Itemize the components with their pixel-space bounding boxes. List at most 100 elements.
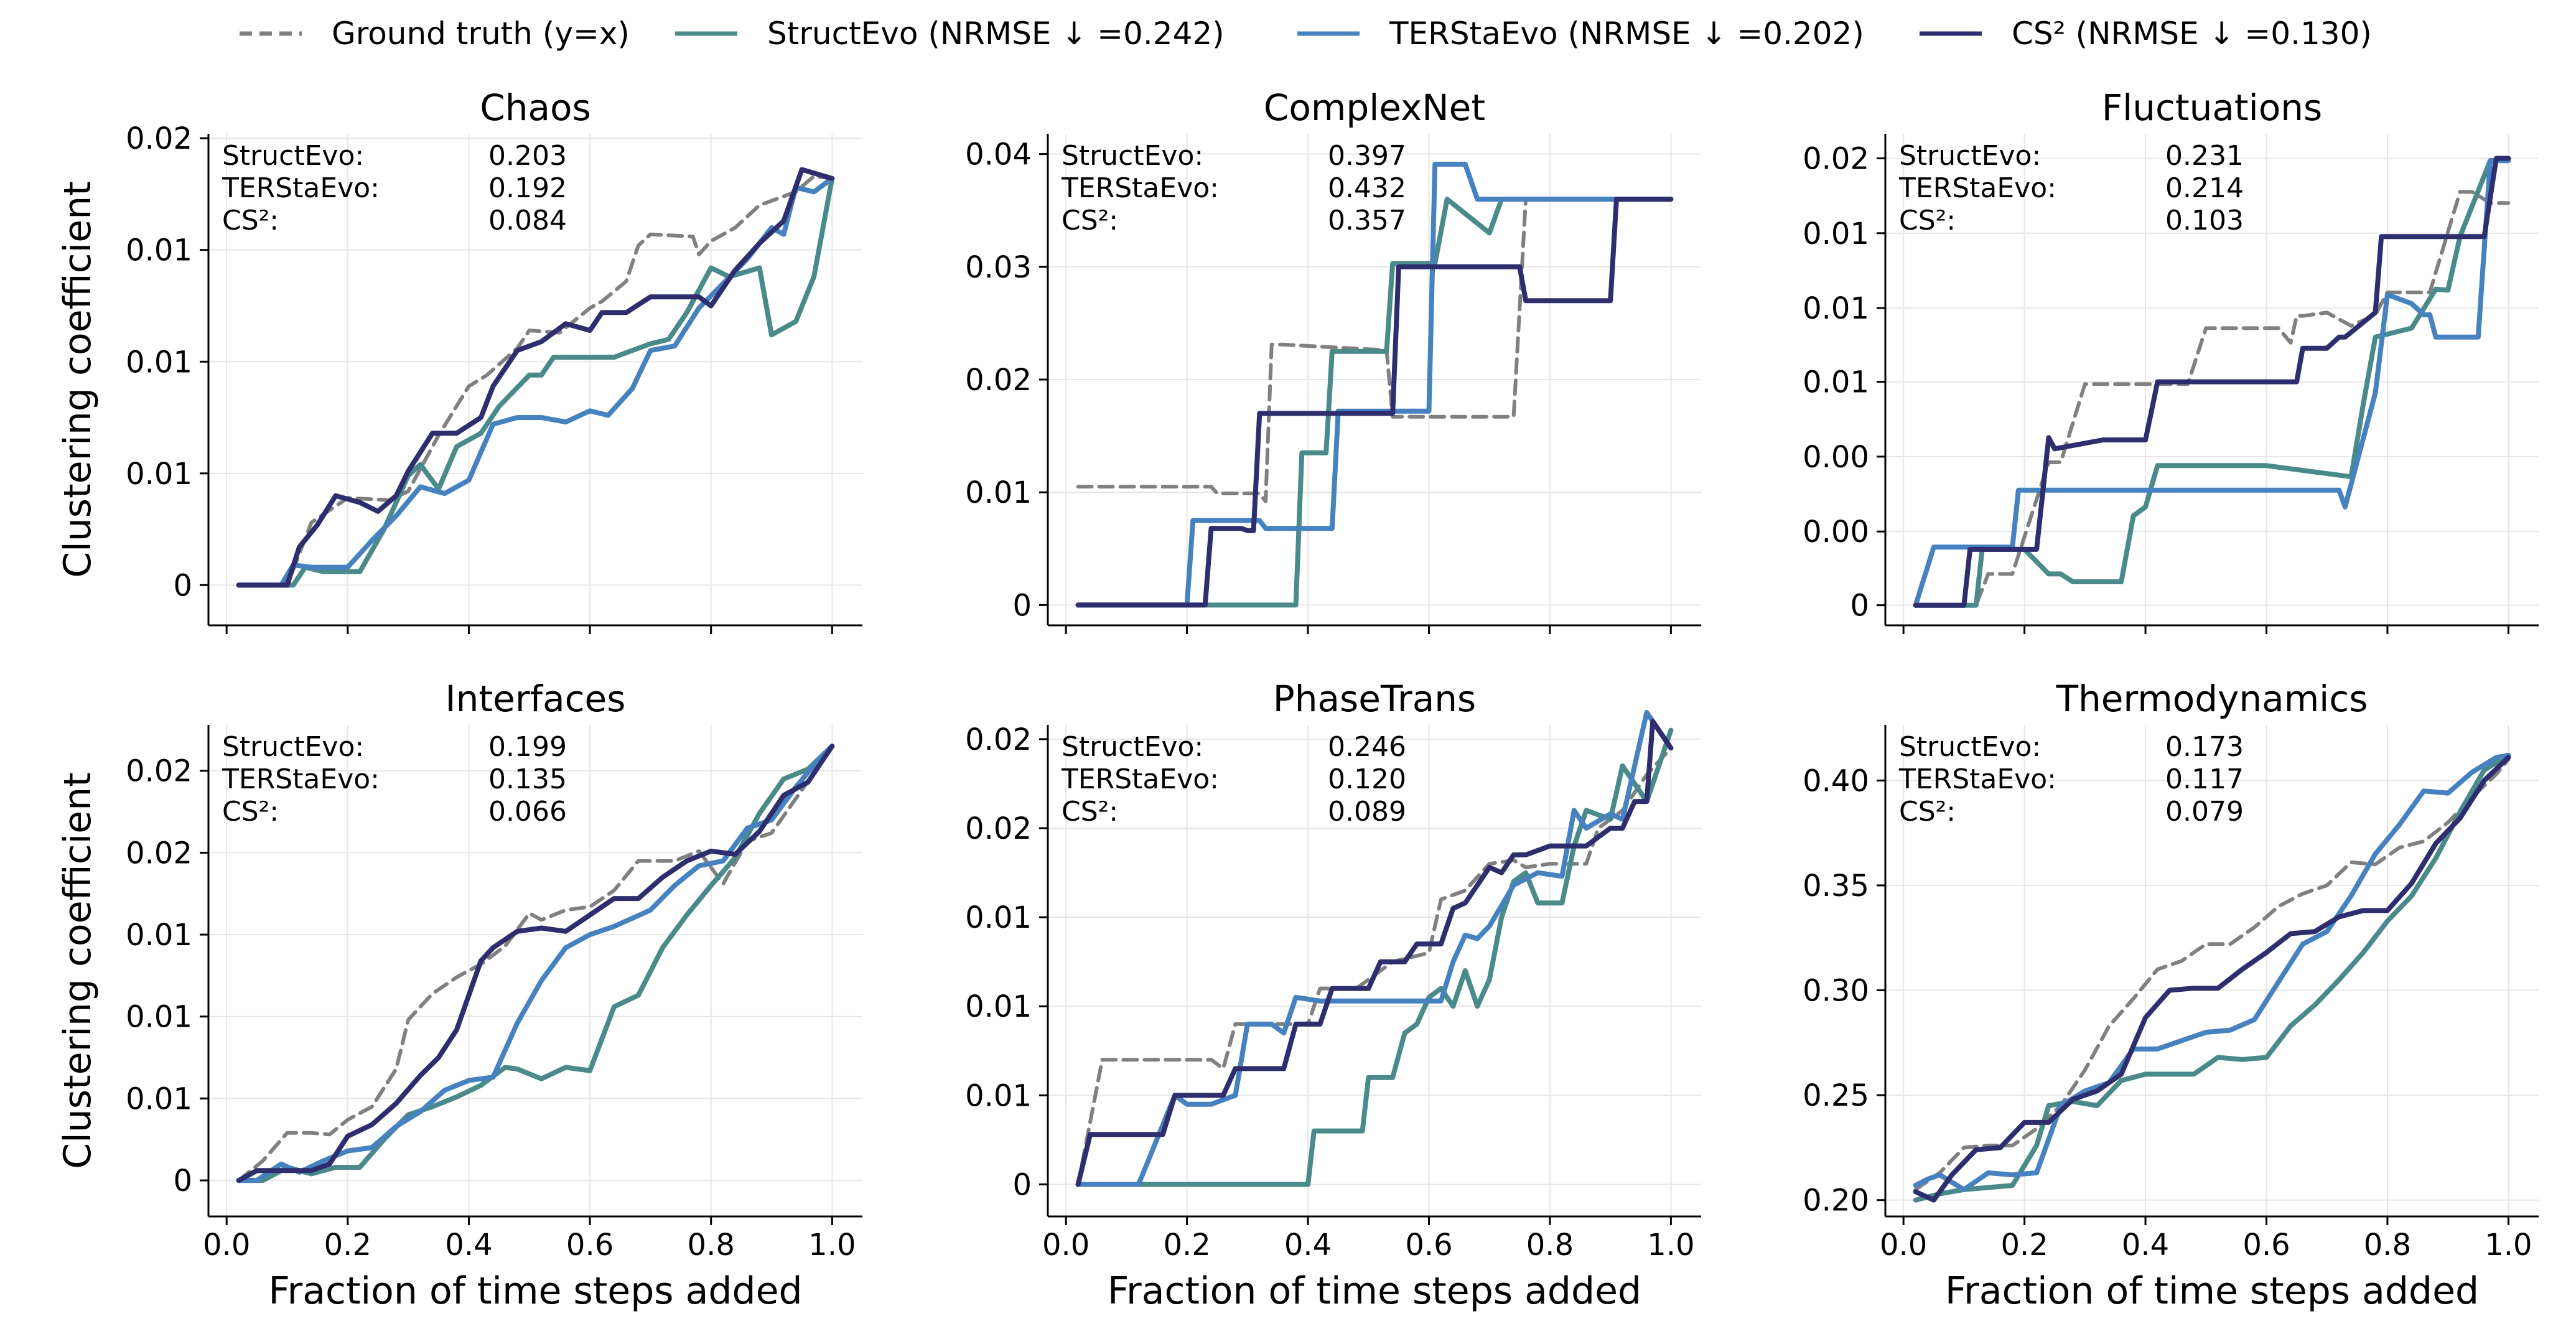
stat-value: 0.231 [2165,140,2244,172]
legend-label: CS² (NRMSE ↓ =0.130) [2012,16,2372,52]
x-tick-label: 0.4 [2122,1228,2169,1262]
y-tick-label: 0.00 [1803,440,1869,475]
panel-title: Thermodynamics [2056,678,2368,720]
stat-value: 0.084 [488,205,567,236]
series-line-terstaevo [1913,752,2511,1192]
series-line-terstaevo [236,175,835,588]
x-axis-label: Fraction of time steps added [268,1269,802,1313]
series-line-structevo [236,175,835,588]
stat-value: 0.432 [1328,172,1406,204]
chart-panels: 0 0.01 0.01 0.01 0.02 Chaos Clustering coeffic… [56,86,2539,1313]
y-tick-label: 0.02 [126,754,192,789]
series-line-terstaevo [236,744,835,1183]
stat-label: StructEvo: [1899,140,2041,172]
stat-value: 0.135 [488,763,567,795]
y-tick-label: 0.01 [1803,291,1869,326]
stat-value: 0.357 [1328,205,1406,236]
stat-label: TERStaEvo: [1061,763,1219,795]
stat-value: 0.199 [488,731,567,763]
stat-value: 0.246 [1328,731,1406,763]
stat-label: TERStaEvo: [1898,172,2056,204]
y-tick-label: 0.02 [965,363,1032,398]
series-line-cs2 [1913,755,2511,1203]
panel-title: Chaos [480,86,591,129]
y-tick-label: 0.01 [126,1081,192,1116]
y-tick-label: 0.03 [965,250,1032,285]
y-tick-label: 0.02 [965,722,1032,757]
panel-title: ComplexNet [1264,86,1485,129]
stat-value: 0.397 [1328,140,1406,172]
stat-label: CS²: [1062,205,1118,236]
x-tick-label: 0.0 [1042,1228,1090,1262]
stat-value: 0.120 [1328,763,1406,795]
stat-value: 0.103 [2165,205,2244,236]
chart-panel-phasetrans: 0.0 0.2 0.4 0.6 0.8 1.0 0 0.01 0.01 0.01 0.02 0.02 P… [965,678,1701,1313]
y-tick-label: 0.20 [1803,1183,1869,1218]
stat-value: 0.117 [2165,763,2244,795]
y-tick-label: 0.01 [1803,365,1869,400]
stat-value: 0.089 [1328,796,1406,828]
series-line-ground-truth [1913,757,2511,1192]
y-tick-label: 0 [173,1164,192,1198]
stat-label: StructEvo: [222,140,364,172]
x-tick-label: 0.0 [203,1228,250,1262]
chart-panel-chaos: 0 0.01 0.01 0.01 0.02 Chaos Clustering coeffic… [56,86,862,634]
stat-value: 0.192 [488,172,567,204]
series-line-structevo [1913,158,2511,608]
stat-label: TERStaEvo: [222,763,380,795]
y-tick-label: 0.01 [126,345,192,380]
panel-title: Fluctuations [2102,86,2323,129]
series-line-ground-truth [236,174,834,587]
y-tick-label: 0.01 [965,989,1032,1024]
stat-label: TERStaEvo: [222,172,380,204]
stat-label: StructEvo: [1062,140,1203,172]
stat-label: CS²: [222,796,279,828]
y-tick-label: 0.25 [1803,1078,1869,1113]
y-tick-label: 0 [1012,1167,1032,1202]
y-tick-label: 0.30 [1803,974,1869,1009]
chart-panel-interfaces: 0.0 0.2 0.4 0.6 0.8 1.0 0 0.01 0.01 0.01 0.02 0.02 I… [56,678,862,1313]
stat-label: CS²: [1899,796,1956,828]
y-tick-label: 0 [1850,589,1869,623]
stat-label: StructEvo: [1062,731,1203,763]
panel-title: PhaseTrans [1273,678,1476,720]
x-tick-label: 0.6 [1405,1228,1452,1262]
x-tick-label: 0.0 [1880,1228,1927,1262]
chart-panel-complexnet: 0 0.01 0.02 0.03 0.04 ComplexNet StructEvo: 0.3… [965,86,1701,634]
stat-label: CS²: [1062,796,1118,828]
x-tick-label: 0.2 [2000,1228,2048,1262]
series-line-terstaevo [1913,158,2511,608]
x-axis-label: Fraction of time steps added [1108,1269,1641,1313]
x-tick-label: 0.2 [1163,1228,1210,1262]
series-line-cs2 [236,744,835,1183]
x-tick-label: 1.0 [2485,1228,2532,1262]
stat-label: TERStaEvo: [1061,172,1219,204]
stat-value: 0.173 [2165,731,2244,763]
legend: Ground truth (y=x) StructEvo (NRMSE ↓ =0.… [240,16,2372,52]
y-tick-label: 0.01 [126,918,192,953]
series-line-cs2 [1075,197,1674,608]
x-tick-label: 0.8 [1526,1228,1574,1262]
series-line-ground-truth [1076,746,1673,1187]
series-line-cs2 [236,167,835,588]
y-tick-label: 0.02 [1803,142,1869,177]
series-line-terstaevo [1075,161,1674,608]
y-tick-label: 0.01 [965,1078,1032,1113]
y-tick-label: 0.00 [1803,515,1869,549]
stat-label: CS²: [222,205,279,236]
y-tick-label: 0.04 [965,138,1032,172]
series-line-structevo [1913,752,2511,1203]
x-axis-label: Fraction of time steps added [1945,1269,2479,1313]
x-tick-label: 0.8 [688,1228,735,1262]
chart-panel-thermodynamics: 0.0 0.2 0.4 0.6 0.8 1.0 0.20 0.25 0.30 0.35 0.40 Th… [1803,678,2539,1313]
y-tick-label: 0 [173,568,192,603]
y-tick-label: 0.01 [965,475,1032,510]
series-line-cs2 [1075,719,1674,1187]
legend-label: StructEvo (NRMSE ↓ =0.242) [767,16,1225,52]
y-tick-label: 0.01 [126,1000,192,1035]
x-tick-label: 0.6 [2242,1228,2290,1262]
x-tick-label: 1.0 [808,1228,856,1262]
stat-value: 0.079 [2165,796,2244,828]
y-tick-label: 0.01 [126,233,192,268]
